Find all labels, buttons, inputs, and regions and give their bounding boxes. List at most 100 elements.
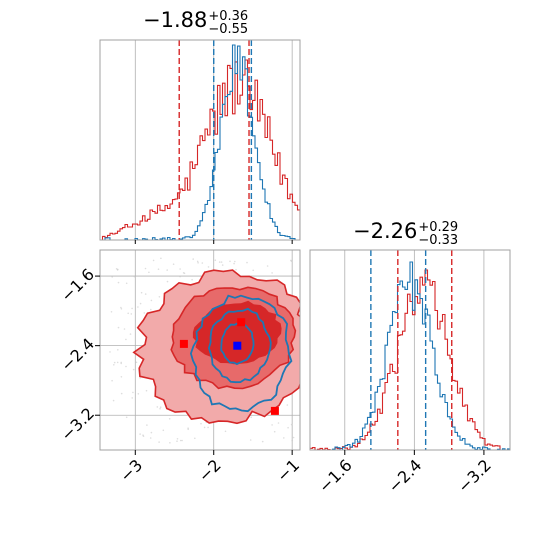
sample-point (214, 259, 217, 262)
panel-frame (99, 39, 301, 241)
histogram-series-red (100, 59, 300, 240)
sample-point (168, 418, 171, 420)
sample-point (290, 423, 293, 426)
title-minus-error: −0.33 (418, 232, 459, 248)
sample-point (158, 296, 161, 298)
sample-point (273, 430, 276, 433)
sample-point (133, 275, 136, 278)
sample-point (249, 439, 252, 441)
sample-point (120, 376, 123, 378)
sample-point (197, 262, 199, 264)
x-tick-label: −2 (195, 456, 225, 486)
sample-point (109, 351, 111, 353)
title-minus-error: −0.55 (208, 21, 249, 37)
sample-point (246, 261, 248, 264)
sample-point (144, 267, 147, 270)
sample-point (271, 272, 273, 274)
sample-point (196, 260, 199, 263)
sample-point (156, 406, 159, 408)
title-value: −1.88 (143, 8, 208, 32)
sample-point (250, 416, 252, 419)
sample-point (120, 362, 122, 365)
sample-point (146, 424, 148, 426)
sample-point (266, 265, 269, 267)
panel-frame (99, 249, 301, 451)
sample-point (143, 312, 146, 314)
sample-point (130, 313, 133, 315)
histogram-series-blue (100, 44, 300, 240)
sample-point (187, 428, 189, 431)
sample-point (129, 333, 132, 335)
x-tick-label: −1.6 (315, 456, 356, 497)
histogram-series-blue (310, 261, 510, 450)
sample-point (142, 434, 144, 437)
contour-blue-inner (220, 322, 255, 366)
sample-point (286, 404, 289, 406)
y-tick-label: −1.6 (57, 265, 98, 306)
sample-point (160, 257, 162, 260)
sample-point (176, 440, 178, 443)
sample-point (110, 311, 113, 313)
x-tick-label: −1 (273, 456, 303, 486)
sample-point (235, 268, 237, 271)
title-top-left: −1.88 +0.36 −0.55 (143, 8, 248, 36)
sample-point (252, 269, 254, 272)
sample-point (148, 271, 150, 274)
sample-point (166, 269, 168, 271)
sample-point (192, 258, 194, 260)
joint-contour-panel: −3 −2 −1 −1.6 −2.4 −3.2 (57, 249, 303, 486)
sample-point (166, 280, 169, 283)
x-tick-label: −3 (116, 456, 146, 486)
sample-point (176, 438, 179, 440)
sample-point (150, 299, 153, 302)
sample-point (111, 276, 113, 278)
sample-point (113, 364, 115, 366)
sample-point (183, 272, 186, 275)
sample-point (200, 422, 202, 425)
contour-blue-mid (207, 307, 272, 384)
sample-point (203, 426, 206, 429)
sample-point (277, 422, 280, 424)
sample-point (139, 302, 142, 305)
sample-point (112, 399, 115, 402)
sample-point (120, 308, 123, 310)
panel-frame (309, 249, 511, 451)
x-tick-label: −3.2 (454, 456, 495, 497)
sample-point (120, 392, 123, 395)
sample-point (207, 266, 210, 268)
sample-point (117, 326, 120, 329)
sample-point (115, 268, 118, 270)
sample-point (194, 437, 196, 440)
sample-point (125, 338, 127, 341)
x-tick-label: −2.4 (384, 456, 425, 497)
sample-point (271, 424, 273, 426)
sample-point (149, 437, 152, 439)
sample-point (162, 429, 165, 432)
marker-point (270, 406, 279, 415)
sample-point (131, 307, 133, 310)
contour-blue-outer (189, 294, 293, 413)
y-tick-label: −3.2 (57, 404, 98, 445)
sample-point (229, 260, 231, 263)
marker-point (237, 318, 246, 327)
sample-point (158, 441, 160, 443)
sample-point (179, 439, 182, 442)
sample-point (145, 389, 148, 392)
sample-point (137, 306, 139, 308)
sample-point (117, 281, 120, 284)
sample-point (125, 416, 128, 419)
sample-point (220, 261, 223, 263)
sample-point (169, 442, 171, 444)
sample-point (123, 328, 126, 330)
sample-point (140, 291, 143, 294)
sample-point (150, 308, 152, 311)
sample-point (144, 293, 147, 295)
sample-point (224, 430, 227, 433)
marginal-hist-y-panel: −3.2 −2.4 −1.6 (309, 249, 511, 497)
sample-point (111, 379, 113, 382)
sample-point (207, 426, 209, 429)
sample-point (137, 393, 140, 395)
sample-point (139, 433, 141, 435)
histogram-series-red (310, 269, 510, 450)
